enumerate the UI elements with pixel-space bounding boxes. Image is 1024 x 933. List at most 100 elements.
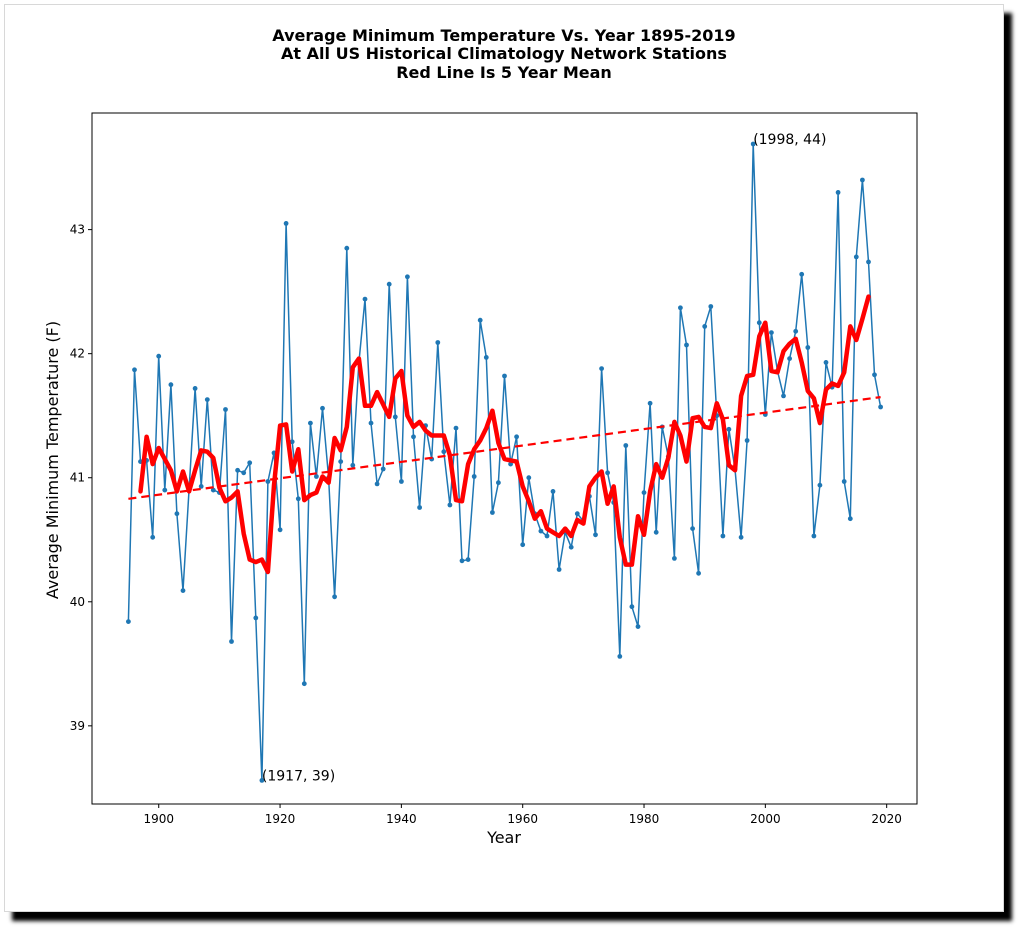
- x-axis-ticks: 1900 1920 1940 1960 1980 2000 2020: [143, 804, 902, 826]
- temperature-point: [198, 484, 204, 489]
- x-tick-label: 1920: [265, 812, 296, 826]
- temperature-point: [544, 533, 550, 539]
- temperature-point: [368, 420, 374, 426]
- temperature-point: [210, 487, 216, 493]
- temperature-point: [459, 558, 465, 564]
- temperature-point: [623, 443, 629, 448]
- temperature-point: [496, 480, 501, 486]
- x-tick-label: 1980: [629, 812, 660, 826]
- temperature-point: [399, 479, 404, 484]
- temperature-point: [308, 420, 313, 426]
- temperature-point: [696, 570, 701, 576]
- temperature-point: [750, 141, 756, 147]
- temperature-point: [538, 528, 544, 534]
- temperature-point: [192, 386, 198, 391]
- temperature-point: [235, 467, 241, 473]
- temperature-point: [241, 470, 247, 476]
- temperature-point: [471, 474, 477, 479]
- temperature-point: [878, 404, 883, 410]
- y-axis-ticks: 39 40 41 42 43: [70, 223, 92, 733]
- temperature-point: [702, 324, 708, 329]
- temperature-point: [447, 502, 453, 508]
- temperature-point: [823, 360, 829, 365]
- chart-title-line-3: Red Line Is 5 Year Mean: [396, 63, 612, 82]
- temperature-point: [229, 639, 234, 644]
- x-tick-label: 1900: [143, 812, 174, 826]
- temperature-point: [550, 489, 556, 494]
- temperature-point: [635, 624, 641, 629]
- temperature-point: [605, 470, 610, 476]
- temperature-point: [350, 462, 356, 468]
- temperature-point: [835, 190, 841, 195]
- trend-line: [128, 396, 881, 500]
- y-tick-label: 39: [70, 719, 85, 733]
- temperature-point: [841, 479, 847, 484]
- temperature-point: [593, 532, 598, 538]
- temperature-point: [853, 254, 859, 260]
- temperature-point: [744, 438, 750, 443]
- temperature-point: [289, 439, 295, 445]
- temperature-point: [641, 490, 647, 495]
- temperature-point: [332, 594, 337, 600]
- temperature-point: [872, 372, 877, 378]
- temperature-point: [283, 221, 289, 226]
- temperature-point: [574, 511, 580, 517]
- temperature-point: [817, 482, 823, 488]
- temperature-point: [684, 342, 689, 348]
- temperature-point: [453, 425, 459, 431]
- temperature-point: [502, 373, 507, 379]
- temperature-point: [520, 542, 526, 548]
- temperature-point: [514, 434, 519, 440]
- temperature-point: [386, 281, 392, 287]
- temperature-point: [338, 459, 344, 464]
- temperature-point: [738, 534, 744, 540]
- chart-title-line-1: Average Minimum Temperature Vs. Year 189…: [272, 26, 735, 45]
- temperature-point: [805, 345, 811, 350]
- temperature-point: [301, 681, 307, 687]
- chart-annotations: (1917, 39) (1998, 44): [262, 132, 827, 784]
- temperature-point: [483, 355, 489, 360]
- temperature-point: [132, 367, 137, 373]
- temperature-point: [653, 529, 659, 535]
- x-tick-label: 2020: [871, 812, 902, 826]
- temperature-point: [708, 304, 714, 309]
- temperature-point: [362, 296, 368, 302]
- temperature-point: [277, 527, 283, 533]
- temperature-point: [769, 330, 774, 335]
- y-tick-label: 40: [70, 595, 85, 609]
- temperature-point: [223, 407, 228, 412]
- temperature-point: [125, 619, 131, 624]
- temperature-point: [617, 654, 623, 659]
- temperature-point: [150, 534, 156, 540]
- temperature-point: [441, 449, 447, 455]
- temperature-point: [295, 496, 301, 502]
- temperature-point: [811, 533, 817, 539]
- temperature-point: [180, 588, 186, 593]
- temperature-point: [411, 434, 416, 440]
- temperature-point: [204, 397, 210, 402]
- y-axis-label: Average Minimum Temperature (F): [43, 321, 62, 599]
- point-annotation: (1917, 39): [262, 768, 335, 784]
- temperature-point: [860, 177, 865, 183]
- temperature-point: [556, 567, 562, 572]
- y-tick-label: 41: [70, 471, 85, 485]
- x-tick-label: 1960: [507, 812, 538, 826]
- chart-marks: [125, 141, 883, 783]
- temperature-point: [720, 533, 726, 539]
- temperature-point: [629, 604, 635, 610]
- temperature-point: [647, 400, 653, 406]
- temperature-point: [599, 366, 604, 371]
- temperature-point: [174, 511, 180, 517]
- temperature-point: [568, 544, 574, 550]
- temperature-point: [526, 475, 532, 481]
- temperature-point: [866, 259, 871, 265]
- y-tick-label: 43: [70, 223, 85, 237]
- x-tick-label: 2000: [750, 812, 781, 826]
- temperature-point: [156, 353, 162, 359]
- temperature-point: [435, 340, 441, 345]
- temperature-point: [162, 487, 168, 493]
- x-axis-label: Year: [486, 828, 521, 847]
- temperature-line: [127, 143, 882, 782]
- temperature-point: [417, 505, 422, 510]
